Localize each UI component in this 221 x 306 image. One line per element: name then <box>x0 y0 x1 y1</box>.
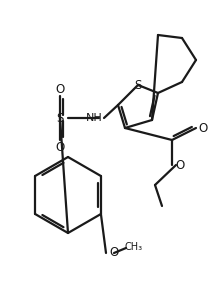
Text: NH: NH <box>86 113 102 123</box>
Text: S: S <box>134 79 142 91</box>
Text: O: O <box>109 247 119 259</box>
Text: O: O <box>198 121 208 135</box>
Text: O: O <box>55 140 65 154</box>
Text: O: O <box>175 159 185 171</box>
Text: S: S <box>56 111 64 125</box>
Text: CH₃: CH₃ <box>125 242 143 252</box>
Text: O: O <box>55 83 65 95</box>
